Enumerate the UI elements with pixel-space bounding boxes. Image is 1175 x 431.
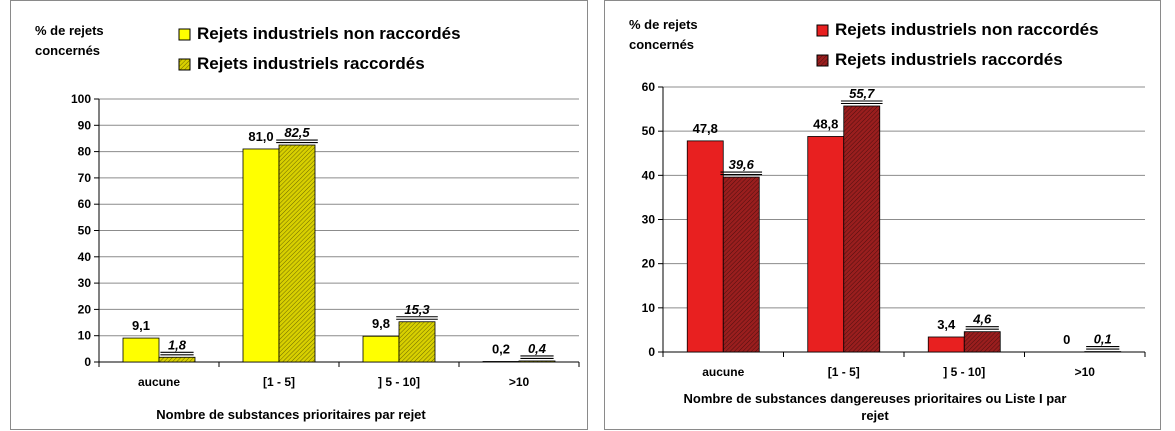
y-tick-label: 60 bbox=[78, 197, 92, 211]
data-label: 9,8 bbox=[372, 316, 390, 331]
bar bbox=[808, 136, 844, 352]
chart-panel-substances-dangereuses: % de rejets concernés Rejets industriels n… bbox=[604, 0, 1161, 430]
data-label: 0,2 bbox=[492, 341, 510, 356]
x-tick-label: >10 bbox=[509, 375, 530, 389]
data-label: 0,1 bbox=[1094, 332, 1112, 347]
x-tick-label: ] 5 - 10] bbox=[943, 365, 985, 379]
data-label: 15,3 bbox=[404, 302, 430, 317]
bar-chart-substances-dangereuses: % de rejets concernés Rejets industriels n… bbox=[605, 1, 1162, 431]
chart-panel-substances-prioritaires: % de rejets concernés Rejets industriels n… bbox=[10, 0, 588, 430]
x-axis-title: Nombre de substances dangereuses priorit… bbox=[684, 391, 1067, 406]
y-axis-title-line: concernés bbox=[629, 37, 694, 52]
legend-swatch bbox=[179, 29, 190, 40]
bar bbox=[723, 177, 759, 352]
data-label: 55,7 bbox=[849, 86, 875, 101]
x-tick-label: [1 - 5] bbox=[263, 375, 295, 389]
data-label: 0,4 bbox=[528, 341, 547, 356]
bar bbox=[483, 361, 519, 362]
data-label: 82,5 bbox=[284, 125, 310, 140]
data-label: 81,0 bbox=[248, 129, 273, 144]
legend-swatch bbox=[817, 25, 828, 36]
x-tick-label: aucune bbox=[138, 375, 180, 389]
bar bbox=[519, 361, 555, 362]
bar bbox=[243, 149, 279, 362]
y-axis-title: % de rejets concernés bbox=[35, 23, 104, 58]
legend-swatch bbox=[817, 55, 828, 66]
y-tick-label: 0 bbox=[648, 345, 655, 359]
y-axis-title-line: % de rejets bbox=[35, 23, 104, 38]
y-axis-title-line: concernés bbox=[35, 43, 100, 58]
y-tick-label: 40 bbox=[642, 168, 656, 182]
y-tick-label: 70 bbox=[78, 171, 92, 185]
bar bbox=[964, 332, 1000, 352]
bar-chart-substances-prioritaires: % de rejets concernés Rejets industriels n… bbox=[11, 1, 589, 431]
legend-swatch bbox=[179, 59, 190, 70]
data-label: 47,8 bbox=[693, 121, 718, 136]
y-tick-label: 80 bbox=[78, 145, 92, 159]
y-tick-label: 100 bbox=[71, 92, 91, 106]
bar bbox=[928, 337, 964, 352]
y-tick-label: 10 bbox=[642, 301, 656, 315]
x-axis-title: Nombre de substances prioritaires par re… bbox=[156, 407, 426, 422]
data-label: 1,8 bbox=[168, 337, 187, 352]
bar bbox=[159, 357, 195, 362]
y-tick-label: 50 bbox=[78, 224, 92, 238]
bar bbox=[123, 338, 159, 362]
y-tick-label: 90 bbox=[78, 118, 92, 132]
legend-label: Rejets industriels non raccordés bbox=[835, 20, 1099, 39]
y-tick-label: 40 bbox=[78, 250, 92, 264]
y-tick-label: 30 bbox=[78, 276, 92, 290]
bar bbox=[844, 106, 880, 352]
x-tick-label: [1 - 5] bbox=[828, 365, 860, 379]
y-tick-label: 50 bbox=[642, 124, 656, 138]
y-axis-title: % de rejets concernés bbox=[629, 17, 698, 52]
x-tick-label: >10 bbox=[1075, 365, 1096, 379]
x-tick-label: ] 5 - 10] bbox=[378, 375, 420, 389]
legend-label: Rejets industriels raccordés bbox=[835, 50, 1063, 69]
y-tick-label: 30 bbox=[642, 213, 656, 227]
x-axis-title: rejet bbox=[861, 408, 889, 423]
legend-label: Rejets industriels non raccordés bbox=[197, 24, 461, 43]
y-tick-label: 10 bbox=[78, 329, 92, 343]
data-label: 9,1 bbox=[132, 318, 150, 333]
y-tick-label: 0 bbox=[84, 355, 91, 369]
x-tick-label: aucune bbox=[702, 365, 744, 379]
y-tick-label: 20 bbox=[642, 257, 656, 271]
bar bbox=[363, 336, 399, 362]
y-tick-label: 20 bbox=[78, 302, 92, 316]
bar bbox=[399, 322, 435, 362]
data-label: 3,4 bbox=[937, 317, 956, 332]
data-label: 48,8 bbox=[813, 116, 838, 131]
y-tick-label: 60 bbox=[642, 80, 656, 94]
bar bbox=[279, 145, 315, 362]
data-label: 4,6 bbox=[972, 312, 992, 327]
legend-label: Rejets industriels raccordés bbox=[197, 54, 425, 73]
data-label: 0 bbox=[1063, 332, 1070, 347]
data-label: 39,6 bbox=[729, 157, 755, 172]
bar bbox=[687, 141, 723, 352]
y-axis-title-line: % de rejets bbox=[629, 17, 698, 32]
